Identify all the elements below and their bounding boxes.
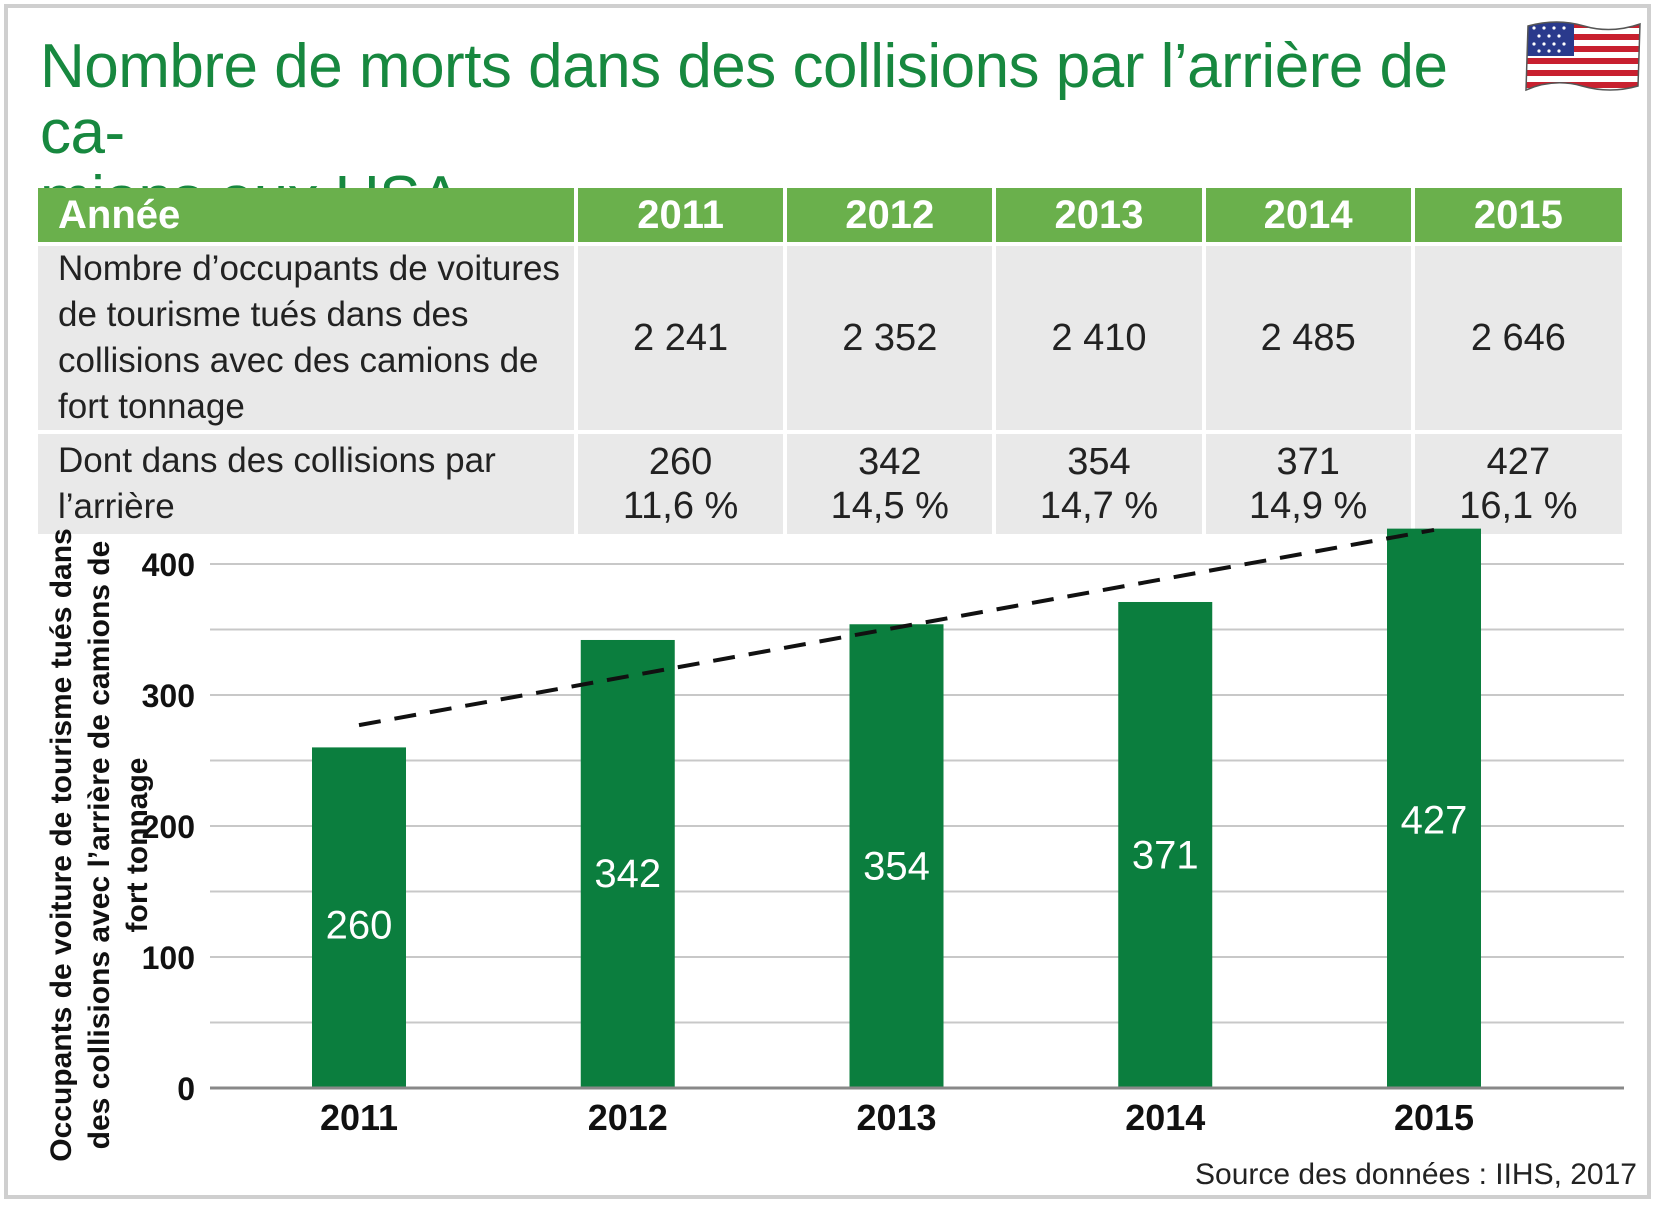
source-note: Source des données : IIHS, 2017 [1195, 1158, 1637, 1191]
table-cell: 2 241 [576, 244, 788, 434]
data-label: 260 [326, 904, 393, 948]
table-row: Dont dans des collisions par l’arrière 2… [38, 432, 1622, 538]
table-cell: 371 14,9 % [1203, 432, 1415, 538]
y-tick-label: 100 [142, 940, 195, 976]
percent-value: 11,6 % [622, 485, 739, 527]
table-cell: 354 14,7 % [994, 432, 1206, 538]
table-cell: 2 646 [1412, 244, 1622, 434]
header-cell: 2015 [1412, 188, 1622, 246]
title-line-1: Nombre de morts dans des collisions par … [40, 32, 1448, 167]
table-cell: 2 410 [994, 244, 1206, 434]
trend-line [358, 527, 1435, 728]
y-axis-label: Occupants de voiture de tourisme tués da… [45, 528, 154, 1162]
x-tick-label: 2015 [1394, 1097, 1474, 1138]
percent-value: 14,9 % [1249, 485, 1368, 527]
us-flag-icon [1525, 21, 1641, 92]
table-cell: 342 14,5 % [785, 432, 997, 538]
y-tick-label: 400 [142, 547, 195, 583]
table-cell: 260 11,6 % [576, 432, 788, 538]
data-label: 371 [1132, 834, 1199, 878]
data-label: 342 [594, 852, 661, 896]
bar [849, 624, 944, 1088]
count-value: 427 [1486, 441, 1551, 483]
count-value: 354 [1067, 441, 1131, 483]
count-value: 260 [648, 441, 713, 483]
header-cell: 2012 [785, 188, 997, 246]
x-tick-label: 2011 [320, 1097, 398, 1138]
bar [1387, 528, 1481, 1088]
bar [580, 639, 675, 1088]
y-tick-label: 200 [142, 809, 195, 845]
data-label: 427 [1401, 799, 1468, 843]
y-tick-label: 0 [177, 1071, 195, 1107]
table-cell: 2 352 [785, 244, 997, 434]
count-value: 342 [858, 441, 922, 483]
row-label: Nombre d’occupants de voitures de touris… [38, 244, 578, 434]
x-tick-label: 2012 [588, 1097, 668, 1138]
bar [1118, 601, 1213, 1088]
count-value: 371 [1276, 441, 1340, 483]
percent-value: 14,5 % [830, 485, 949, 527]
bar [312, 747, 406, 1088]
table-header-row: Année 2011 2012 2013 2014 2015 [38, 188, 1622, 246]
percent-value: 16,1 % [1459, 485, 1578, 527]
data-label: 354 [863, 844, 930, 888]
y-tick-label: 300 [142, 678, 195, 714]
row-label: Dont dans des collisions par l’arrière [38, 432, 578, 538]
data-table: Année 2011 2012 2013 2014 2015 Nombre d’… [38, 188, 1622, 538]
percent-value: 14,7 % [1039, 485, 1159, 527]
x-tick-label: 2013 [856, 1097, 936, 1138]
header-cell: 2011 [576, 188, 788, 246]
header-cell: 2013 [994, 188, 1206, 246]
header-cell: 2014 [1203, 188, 1415, 246]
table-cell: 427 16,1 % [1412, 432, 1622, 538]
table-cell: 2 485 [1203, 244, 1415, 434]
table-row: Nombre d’occupants de voitures de touris… [38, 244, 1622, 434]
header-cell-year: Année [38, 188, 578, 246]
x-tick-label: 2014 [1125, 1097, 1205, 1138]
